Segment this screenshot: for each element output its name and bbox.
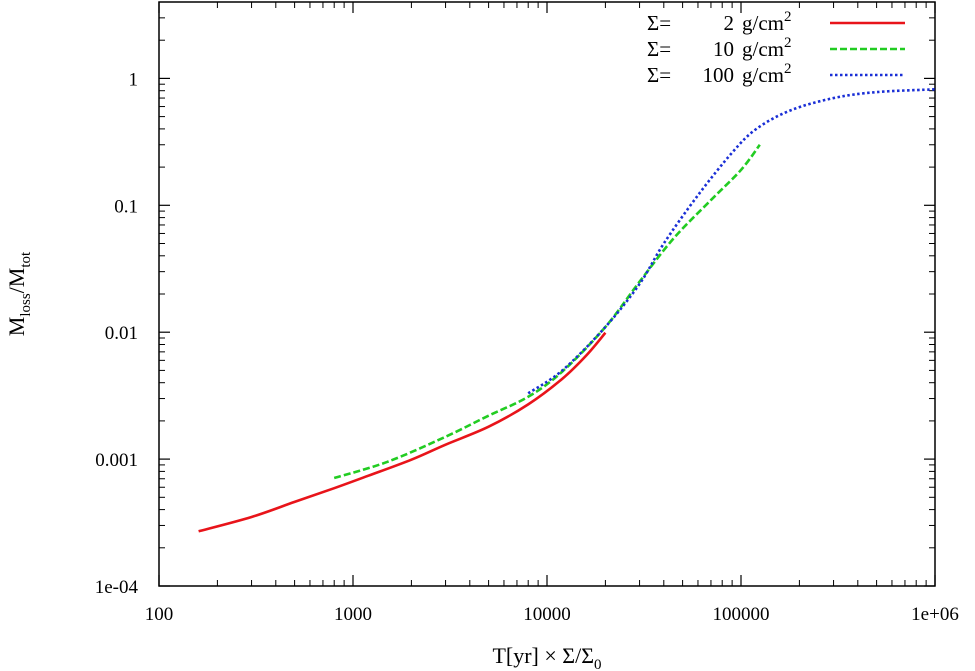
y-axis-title: Mloss/Mtot [4, 251, 34, 336]
x-tick-label: 1e+06 [911, 604, 959, 625]
legend-label-3: Σ= 100 g/cm2 [647, 61, 792, 87]
axis-ticks [158, 1, 936, 587]
x-tick-label: 1000 [334, 604, 372, 625]
plot-frame [158, 1, 936, 587]
x-tick-label: 10000 [523, 604, 571, 625]
x-tick-label: 100 [145, 604, 174, 625]
series-lines [198, 88, 936, 533]
x-axis-title: T[yr] × Σ/Σ0 [492, 643, 601, 671]
y-tick-label: 1e-04 [95, 577, 139, 598]
y-tick-label: 0.1 [114, 196, 138, 217]
y-tick-label: 0.001 [95, 450, 138, 471]
y-tick-label: 0.01 [105, 323, 138, 344]
series-line-2 [333, 143, 761, 480]
legend-label-2: Σ= 10 g/cm2 [647, 35, 792, 61]
series-line-3 [527, 88, 936, 395]
y-tick-label: 1 [129, 69, 139, 90]
axis-tick-labels: 100 1000 10000 100000 1e+06 1e-04 0.001 0.01 0.1… [95, 69, 959, 625]
series-line-1 [198, 331, 607, 533]
legend-label-1: Σ= 2 g/cm2 [647, 9, 792, 35]
x-tick-label: 100000 [713, 604, 770, 625]
